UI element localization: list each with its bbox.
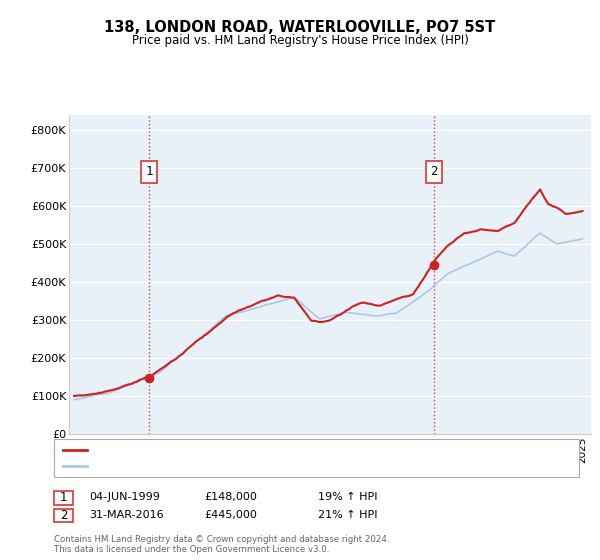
Text: 04-JUN-1999: 04-JUN-1999 xyxy=(89,492,160,502)
Text: Price paid vs. HM Land Registry's House Price Index (HPI): Price paid vs. HM Land Registry's House … xyxy=(131,34,469,46)
Text: Contains HM Land Registry data © Crown copyright and database right 2024.
This d: Contains HM Land Registry data © Crown c… xyxy=(54,535,389,554)
Text: 1: 1 xyxy=(145,165,153,178)
Text: 19% ↑ HPI: 19% ↑ HPI xyxy=(318,492,377,502)
Text: 2: 2 xyxy=(60,508,67,522)
Text: 2: 2 xyxy=(430,165,438,178)
Text: 21% ↑ HPI: 21% ↑ HPI xyxy=(318,510,377,520)
Text: 31-MAR-2016: 31-MAR-2016 xyxy=(89,510,163,520)
Text: HPI: Average price, detached house, Havant: HPI: Average price, detached house, Hava… xyxy=(93,461,323,472)
Text: 1: 1 xyxy=(60,491,67,504)
Text: £148,000: £148,000 xyxy=(204,492,257,502)
Text: £445,000: £445,000 xyxy=(204,510,257,520)
Text: 138, LONDON ROAD, WATERLOOVILLE, PO7 5ST: 138, LONDON ROAD, WATERLOOVILLE, PO7 5ST xyxy=(104,20,496,35)
Text: 138, LONDON ROAD, WATERLOOVILLE, PO7 5ST (detached house): 138, LONDON ROAD, WATERLOOVILLE, PO7 5ST… xyxy=(93,445,436,455)
